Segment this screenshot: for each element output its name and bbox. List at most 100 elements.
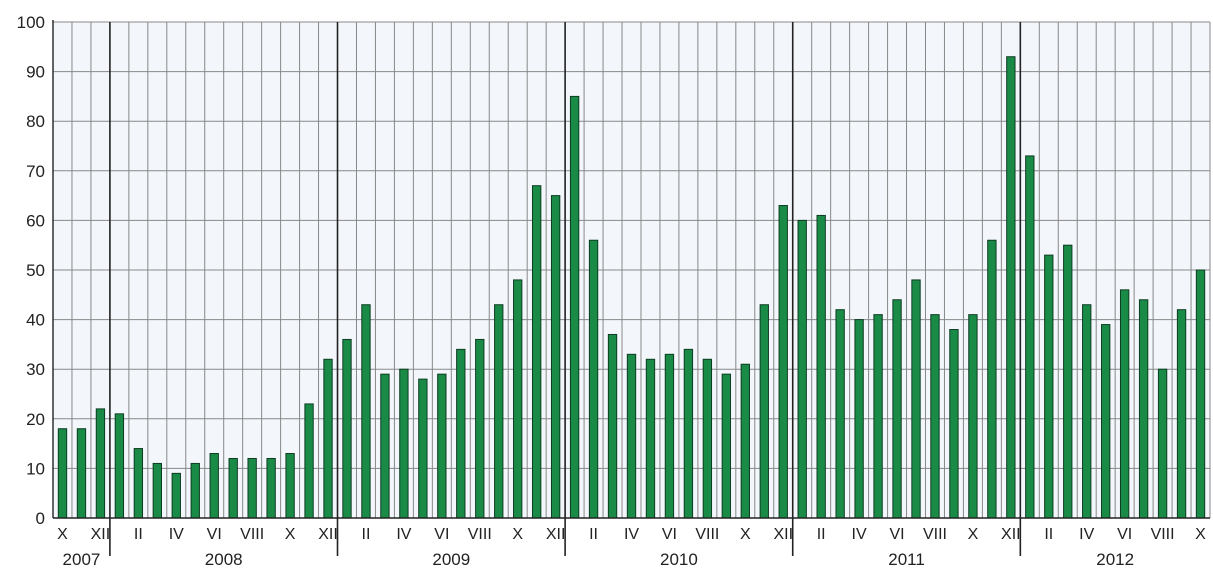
month-tick-label: X bbox=[512, 526, 523, 543]
bar bbox=[1063, 244, 1073, 519]
y-tick-label: 0 bbox=[36, 509, 45, 528]
grid-lines bbox=[52, 21, 1211, 519]
y-tick-label: 50 bbox=[26, 261, 45, 280]
bar bbox=[550, 195, 561, 519]
y-tick-label: 100 bbox=[17, 13, 45, 32]
month-tick-label: VIII bbox=[468, 526, 492, 543]
bar bbox=[171, 472, 181, 519]
month-tick-label: II bbox=[589, 526, 598, 543]
y-tick-label: 20 bbox=[26, 410, 45, 429]
y-tick-label: 30 bbox=[26, 360, 45, 379]
year-tick-label: 2012 bbox=[1096, 550, 1134, 569]
month-tick-label: XII bbox=[1001, 526, 1021, 543]
month-tick-label: XII bbox=[773, 526, 793, 543]
axes bbox=[52, 20, 1210, 556]
bar bbox=[133, 448, 144, 519]
month-tick-label: IV bbox=[624, 526, 639, 543]
bar bbox=[987, 239, 997, 519]
bar bbox=[721, 373, 732, 519]
year-tick-label: 2009 bbox=[432, 550, 470, 569]
year-tick-label: 2010 bbox=[660, 550, 698, 569]
year-tick-label: 2011 bbox=[888, 550, 925, 569]
bar bbox=[342, 338, 352, 519]
bar bbox=[797, 219, 807, 519]
bar bbox=[949, 329, 959, 519]
bar bbox=[190, 462, 200, 519]
bar bbox=[1082, 304, 1092, 519]
month-tick-label: XII bbox=[546, 526, 566, 543]
bar bbox=[702, 358, 713, 519]
month-tick-label: VI bbox=[889, 526, 904, 543]
month-tick-label: VIII bbox=[695, 526, 719, 543]
bar bbox=[247, 457, 257, 519]
bar bbox=[531, 185, 542, 519]
bar bbox=[114, 413, 125, 519]
bar bbox=[607, 333, 618, 519]
bar bbox=[76, 428, 87, 519]
month-tick-label: II bbox=[362, 526, 371, 543]
y-tick-label: 70 bbox=[26, 162, 45, 181]
bar bbox=[228, 457, 238, 519]
bar bbox=[645, 358, 656, 519]
bar bbox=[361, 304, 371, 519]
month-tick-label: XII bbox=[318, 526, 338, 543]
bar bbox=[209, 453, 219, 519]
bar bbox=[835, 309, 845, 519]
bar bbox=[456, 348, 466, 519]
bar bbox=[740, 363, 750, 519]
bar bbox=[1044, 254, 1054, 519]
bar bbox=[854, 319, 864, 519]
bar bbox=[304, 403, 314, 519]
bar bbox=[1176, 309, 1187, 519]
month-tick-label: IV bbox=[396, 526, 411, 543]
bar bbox=[266, 457, 276, 519]
bar bbox=[759, 304, 769, 519]
bar bbox=[152, 462, 162, 519]
month-tick-label: VI bbox=[662, 526, 677, 543]
bar bbox=[285, 453, 295, 519]
bar bbox=[1195, 269, 1206, 519]
month-tick-label: VI bbox=[207, 526, 222, 543]
bar bbox=[664, 353, 675, 519]
bar bbox=[626, 353, 637, 519]
bar bbox=[437, 373, 447, 519]
year-tick-label: 2007 bbox=[63, 550, 101, 569]
bar bbox=[1157, 368, 1168, 519]
bar bbox=[588, 239, 599, 519]
month-tick-label: X bbox=[1195, 526, 1206, 543]
y-tick-label: 60 bbox=[26, 211, 45, 230]
bar bbox=[475, 338, 485, 519]
bar bbox=[380, 373, 390, 519]
bar bbox=[892, 299, 902, 519]
month-tick-label: II bbox=[134, 526, 143, 543]
bar bbox=[513, 279, 523, 519]
month-tick-label: XII bbox=[91, 526, 111, 543]
bar bbox=[57, 428, 68, 519]
year-tick-label: 2008 bbox=[205, 550, 243, 569]
month-tick-label: X bbox=[285, 526, 296, 543]
month-tick-label: VIII bbox=[1151, 526, 1175, 543]
bar bbox=[494, 304, 504, 519]
month-tick-label: VIII bbox=[240, 526, 264, 543]
month-tick-label: IV bbox=[852, 526, 867, 543]
month-tick-label: VIII bbox=[923, 526, 947, 543]
month-tick-label: X bbox=[968, 526, 979, 543]
month-tick-label: IV bbox=[1079, 526, 1094, 543]
bar bbox=[911, 279, 921, 519]
bar bbox=[778, 205, 788, 519]
month-tick-label: II bbox=[1044, 526, 1053, 543]
bar bbox=[323, 358, 333, 519]
bar bbox=[1006, 56, 1016, 519]
bar bbox=[418, 378, 428, 519]
bar bbox=[1025, 155, 1035, 519]
bar bbox=[95, 408, 106, 519]
bar bbox=[1138, 299, 1149, 519]
bar bbox=[968, 314, 978, 519]
bar bbox=[930, 314, 940, 519]
month-tick-label: II bbox=[817, 526, 826, 543]
y-tick-label: 80 bbox=[26, 112, 45, 131]
month-tick-label: VI bbox=[434, 526, 449, 543]
bar bbox=[816, 214, 826, 519]
